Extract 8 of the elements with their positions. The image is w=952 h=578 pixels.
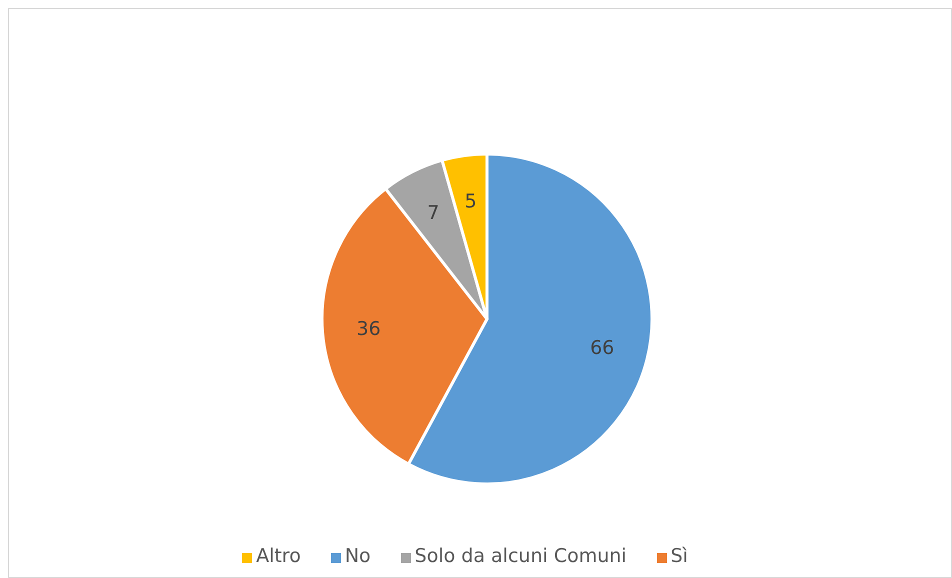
data-label: 5 [464, 190, 477, 212]
legend-label: Solo da alcuni Comuni [414, 545, 627, 567]
legend-label: No [344, 545, 371, 567]
legend-label: Sì [670, 545, 688, 567]
data-label: 7 [427, 202, 440, 224]
data-label: 36 [356, 318, 381, 340]
legend-label: Altro [256, 545, 301, 567]
data-label: 66 [590, 337, 614, 360]
